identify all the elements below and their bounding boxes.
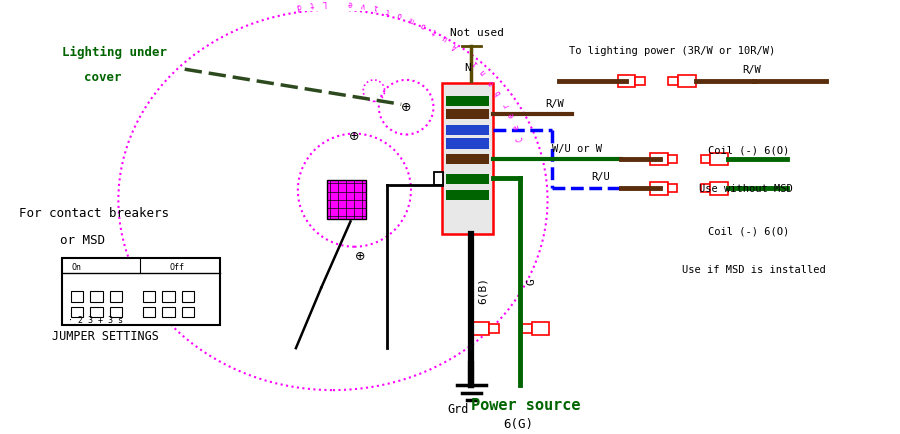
Text: o: o (396, 10, 403, 20)
Bar (701, 155, 710, 163)
Bar (446, 154, 489, 164)
Bar (669, 77, 679, 85)
Bar (143, 291, 156, 302)
Bar (442, 83, 493, 234)
Text: o: o (419, 20, 428, 30)
Text: Grd: Grd (447, 403, 468, 415)
Bar (635, 77, 645, 85)
Bar (446, 109, 489, 119)
Text: C: C (516, 135, 526, 143)
Text: Off: Off (169, 263, 184, 272)
Text: Coil (-) 6(O): Coil (-) 6(O) (708, 145, 789, 155)
Text: Use without MSD: Use without MSD (698, 184, 793, 194)
Text: e: e (506, 111, 516, 119)
Text: i: i (470, 58, 480, 68)
Text: r: r (500, 100, 510, 108)
Bar (182, 307, 194, 317)
Text: d: d (296, 1, 302, 11)
Text: On: On (71, 263, 82, 272)
Bar (62, 258, 220, 325)
Text: For contact breakers: For contact breakers (19, 207, 169, 220)
Bar (472, 322, 489, 335)
Text: JUMPER SETTINGS: JUMPER SETTINGS (52, 330, 159, 343)
Text: W/U or W: W/U or W (553, 144, 602, 154)
Text: cover: cover (85, 71, 122, 84)
Text: i: i (372, 3, 378, 12)
Text: o: o (486, 78, 496, 87)
Text: ⊕: ⊕ (400, 101, 411, 114)
Text: Lighting under: Lighting under (62, 46, 166, 59)
Text: To lighting power (3R/W or 10R/W): To lighting power (3R/W or 10R/W) (569, 46, 775, 56)
Bar (532, 322, 550, 335)
Text: · 2 3 + 3 s: · 2 3 + 3 s (68, 316, 122, 325)
Text: or MSD: or MSD (59, 234, 104, 247)
Text: e: e (511, 123, 521, 131)
Text: ⊕: ⊕ (349, 130, 360, 143)
Bar (446, 125, 489, 135)
Text: G: G (526, 278, 536, 285)
Bar (489, 324, 499, 333)
Bar (327, 181, 366, 220)
Bar (143, 307, 156, 317)
Bar (435, 171, 443, 185)
Text: 6(B): 6(B) (477, 277, 487, 304)
Bar (70, 291, 83, 302)
Text: e: e (347, 0, 353, 8)
Bar (446, 138, 489, 149)
Text: L: L (321, 0, 327, 8)
Text: ⊕: ⊕ (355, 250, 365, 263)
Bar (522, 324, 532, 333)
Text: Coil (-) 6(O): Coil (-) 6(O) (708, 226, 789, 236)
Bar (70, 307, 83, 317)
Bar (668, 184, 678, 192)
Text: t: t (309, 0, 314, 9)
Bar (162, 307, 175, 317)
Bar (162, 291, 175, 302)
Bar (710, 153, 728, 165)
Text: Power source: Power source (472, 398, 581, 413)
Text: Use if MSD is installed: Use if MSD is installed (682, 265, 826, 275)
Text: Not used: Not used (450, 28, 504, 38)
Bar (446, 95, 489, 106)
Bar (650, 182, 668, 194)
Bar (679, 75, 696, 87)
Text: m: m (408, 14, 416, 24)
Text: R/U: R/U (591, 172, 610, 182)
Text: u: u (441, 33, 450, 43)
Text: n: n (478, 68, 488, 77)
Text: b: b (493, 89, 503, 97)
Bar (446, 190, 489, 201)
Text: R/W: R/W (545, 99, 564, 109)
Bar (446, 174, 489, 184)
Bar (182, 291, 194, 302)
Bar (701, 184, 710, 192)
Bar (650, 153, 668, 165)
Bar (710, 182, 728, 194)
Bar (668, 155, 678, 163)
Bar (110, 307, 122, 317)
Text: v: v (360, 0, 365, 10)
Text: 6(G): 6(G) (504, 418, 534, 431)
Bar (90, 291, 103, 302)
Text: A: A (451, 41, 460, 51)
Bar (110, 291, 122, 302)
Text: R/W: R/W (742, 65, 761, 75)
Text: t: t (384, 6, 391, 16)
Text: N: N (464, 63, 472, 73)
Bar (617, 75, 635, 87)
Bar (90, 307, 103, 317)
Text: t: t (430, 26, 438, 36)
